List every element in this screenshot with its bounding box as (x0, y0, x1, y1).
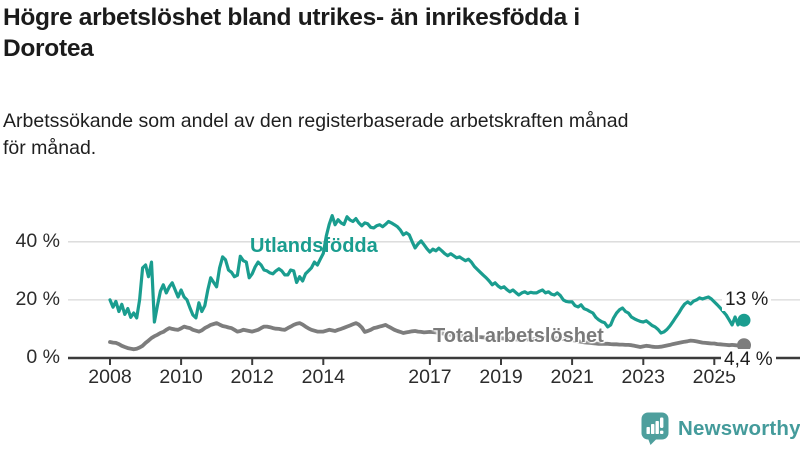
end-dot-total (737, 338, 751, 353)
bar-chart-speech-bubble-icon (641, 412, 669, 445)
x-axis-tick-label-2019: 2019 (479, 366, 523, 388)
y-axis-tick-label-0: 0 % (26, 346, 60, 368)
page-title: Högre arbetslöshet bland utrikes- än inr… (3, 2, 763, 64)
y-axis-tick-label-20: 20 % (15, 287, 60, 310)
page-title-line2: Dorotea (3, 35, 94, 62)
chart-subtitle: Arbetssökande som andel av den registerb… (3, 108, 791, 162)
series-line-total (108, 321, 746, 352)
x-axis-tick-label-2010: 2010 (159, 366, 203, 388)
chart-subtitle-line1: Arbetssökande som andel av den registerb… (3, 110, 629, 132)
series-line-utlandsfodda (108, 214, 746, 335)
page-title-line1: Högre arbetslöshet bland utrikes- än inr… (3, 4, 580, 31)
x-axis-tick-label-2021: 2021 (550, 366, 594, 388)
series-label-total-arbetsloshet: Total arbetslöshet (433, 325, 604, 347)
x-axis-tick-label-2014: 2014 (301, 366, 345, 388)
end-value-label-total: 4,4 % (721, 349, 776, 371)
end-dot-utlandsfodda (737, 313, 751, 327)
x-axis-tick-label-2017: 2017 (408, 366, 452, 388)
newsworthy-brand: Newsworthy (641, 412, 800, 446)
y-axis-tick-label-40: 40 % (15, 229, 60, 252)
x-axis-tick-label-2012: 2012 (230, 366, 274, 388)
chart-subtitle-line2: för månad. (3, 137, 97, 159)
end-value-label-utlandsfodda: 13 % (722, 289, 772, 311)
brand-name: Newsworthy (678, 417, 800, 440)
x-axis-tick-label-2008: 2008 (88, 366, 132, 388)
series-label-utlandsfodda: Utlandsfödda (250, 235, 378, 257)
x-axis-tick-label-2025: 2025 (692, 366, 737, 388)
x-axis-tick-label-2023: 2023 (621, 366, 665, 388)
